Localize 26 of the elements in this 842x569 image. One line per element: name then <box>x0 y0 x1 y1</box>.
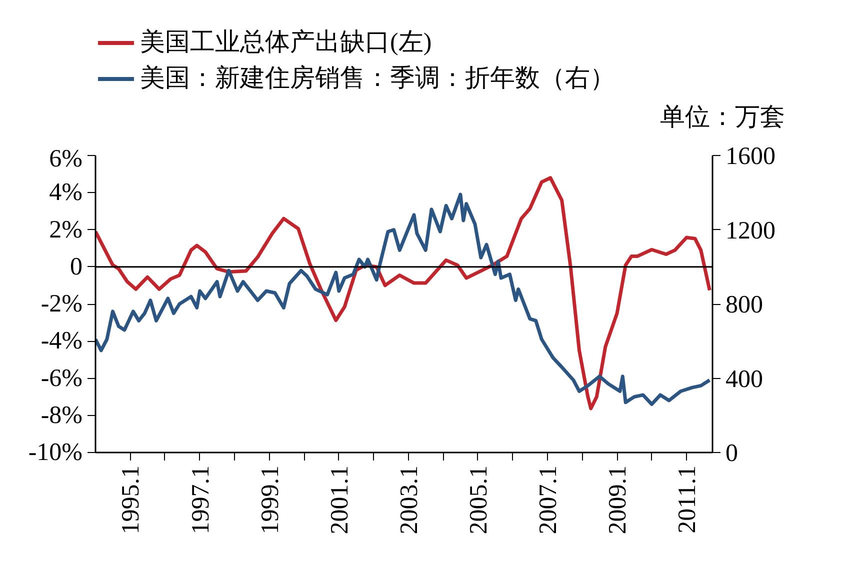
x-tick-label: 1997.1 <box>187 466 214 534</box>
y2-tick-label: 1600 <box>726 143 776 170</box>
x-tick-label: 2003.1 <box>396 466 423 534</box>
y-tick-label: -2% <box>40 290 83 318</box>
legend-label: 美国：新建住房销售：季调：折年数（右） <box>140 64 615 94</box>
x-tick-label: 2011.1 <box>674 465 702 534</box>
x-tick-label: 1995.1 <box>118 466 145 534</box>
y2-tick-label: 0 <box>726 440 738 467</box>
y2-tick-label: 400 <box>726 366 763 393</box>
y-tick-label: -6% <box>40 364 83 392</box>
y2-tick-label: 1200 <box>726 217 776 244</box>
y-tick-label: -4% <box>40 328 83 355</box>
x-tick-label: 2001.1 <box>326 466 354 534</box>
y2-tick-label: 800 <box>726 292 763 318</box>
y2-axis-title: 单位：万套 <box>660 103 785 133</box>
y-tick-label: 4% <box>49 179 83 206</box>
x-tick-label: 1999.1 <box>256 466 284 534</box>
y-tick-label: -8% <box>40 402 83 429</box>
x-tick-label: 2009.1 <box>604 466 632 534</box>
y-tick-label: 0 <box>70 253 82 280</box>
x-tick-label: 2005.1 <box>465 466 492 534</box>
y-tick-label: 6% <box>49 146 83 172</box>
x-tick-label: 2007.1 <box>534 466 562 534</box>
y-tick-label: -10% <box>28 439 83 466</box>
legend-label: 美国工业总体产出缺口(左) <box>140 28 432 58</box>
y-tick-label: 2% <box>49 216 83 244</box>
